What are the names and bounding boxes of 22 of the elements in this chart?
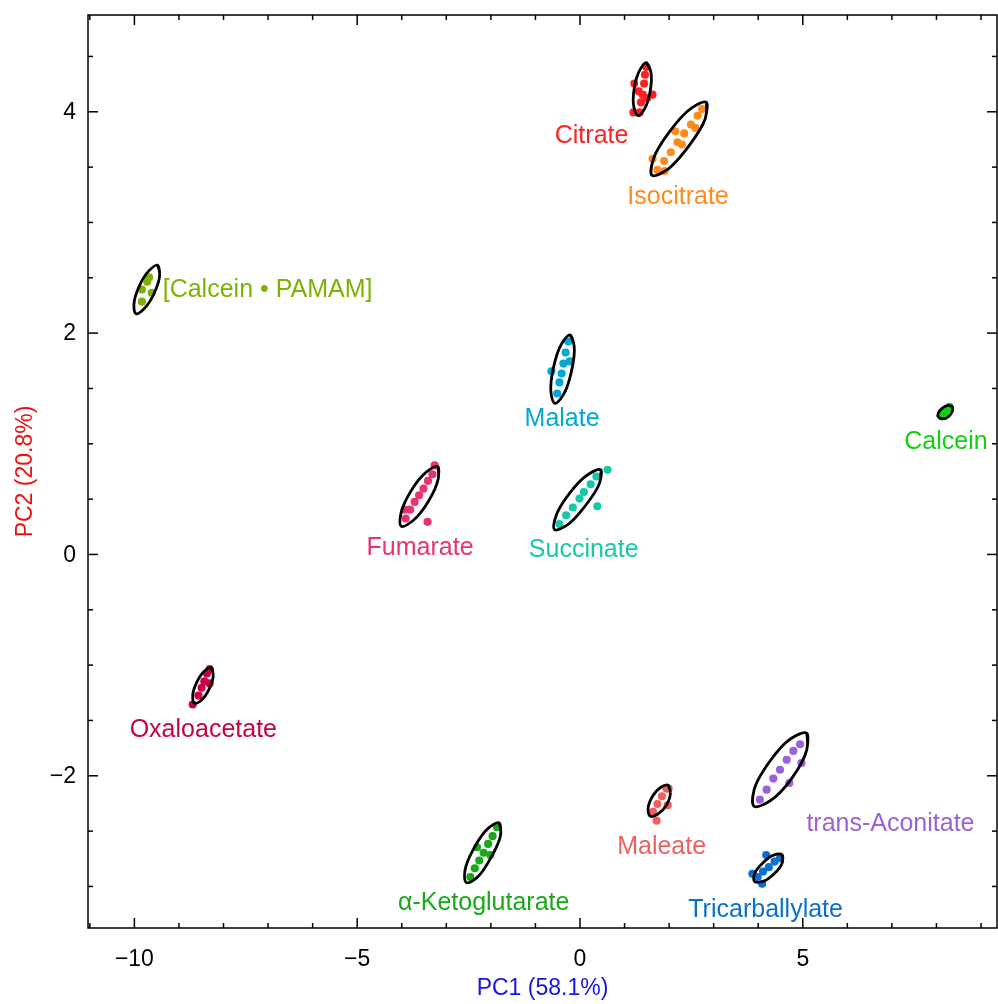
x-tick-label: −5 — [344, 945, 371, 972]
y-tick-label: 0 — [63, 540, 76, 567]
series-label: Malate — [524, 403, 600, 432]
y-tick-label: 4 — [63, 98, 77, 125]
x-axis-title: PC1 (58.1%) — [476, 974, 609, 1000]
x-tick-label: −10 — [114, 945, 154, 972]
series-label: Calcein — [904, 425, 988, 454]
series-label: Oxaloacetate — [129, 714, 278, 743]
series-label: Fumarate — [366, 531, 474, 560]
x-tick-label: 5 — [796, 945, 810, 972]
series-label: Citrate — [554, 120, 629, 149]
series-label: Isocitrate — [627, 181, 729, 210]
series-label: α-Ketoglutarate — [397, 887, 570, 916]
series-label: Maleate — [617, 830, 707, 859]
series-label: Tricarballylate — [688, 893, 843, 922]
y-axis-title: PC2 (20.8%) — [11, 405, 37, 538]
series-label: Succinate — [528, 534, 639, 563]
x-tick-label: 0 — [573, 945, 587, 972]
y-tick-label: 2 — [63, 319, 76, 346]
series-label: [Calcein • PAMAM] — [162, 273, 373, 302]
y-tick-label: −2 — [49, 762, 76, 789]
series-label: trans-Aconitate — [806, 807, 975, 836]
